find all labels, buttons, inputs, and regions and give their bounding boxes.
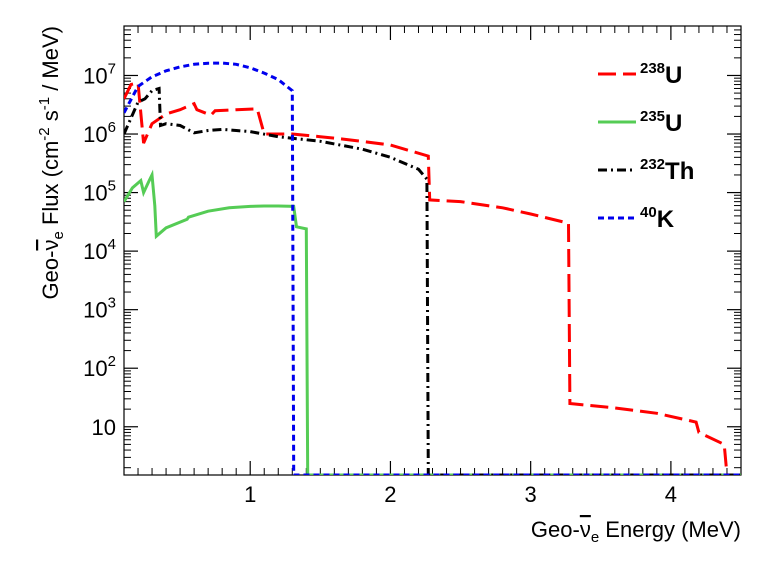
y-tick-label: 104 <box>83 236 116 264</box>
x-minor-ticks <box>123 26 742 475</box>
series-line-th-232 <box>124 86 741 475</box>
y-axis-title-mid: Flux (cm <box>38 141 63 231</box>
legend-label-k-40: 40K <box>640 204 675 233</box>
legend: 238U 235U 232Th 40K <box>598 60 694 233</box>
y-axis-title-sup1: -2 <box>36 127 53 140</box>
y-axis-title-prefix: Geo- <box>38 251 63 300</box>
y-axis-ticks: 10 102 103 104 105 106 107 <box>83 25 741 469</box>
y-tick-label: 10 <box>92 415 116 440</box>
x-axis-title-prefix: Geo- <box>531 517 580 542</box>
legend-label-u-238: 238U <box>640 60 682 89</box>
series-line-u-238 <box>124 80 729 475</box>
y-axis-title-mid2: s <box>38 110 63 127</box>
y-tick-label: 106 <box>83 119 116 147</box>
x-axis-ticks: 1 2 3 4 <box>244 26 677 507</box>
x-tick-label: 3 <box>525 482 537 507</box>
y-tick-label: 103 <box>83 295 116 323</box>
legend-label-th-232: 232Th <box>640 156 694 185</box>
series-line-k-40 <box>124 61 741 475</box>
y-tick-label: 102 <box>83 353 116 381</box>
plot-frame <box>123 25 742 476</box>
x-tick-label: 2 <box>384 482 396 507</box>
y-axis-title: Geo-νe Flux (cm-2 s-1 / MeV) <box>36 26 67 299</box>
x-tick-label: 4 <box>665 482 677 507</box>
legend-label-u-235: 235U <box>640 108 682 137</box>
series-line-u-235 <box>124 169 741 475</box>
y-axis-title-nu: ν <box>38 240 63 251</box>
x-axis-title-nu: ν <box>580 517 591 542</box>
y-tick-label: 105 <box>83 178 116 206</box>
x-axis-title-sub: e <box>591 529 599 546</box>
y-tick-label: 107 <box>83 60 116 88</box>
y-axis-title-sub: e <box>50 231 67 239</box>
x-axis-title: Geo-νe Energy (MeV) <box>531 517 741 546</box>
y-axis-title-sup2: -1 <box>36 97 53 110</box>
x-axis-title-suffix: Energy (MeV) <box>599 517 741 542</box>
y-axis-title-suffix: / MeV) <box>38 26 63 97</box>
x-tick-label: 1 <box>244 482 256 507</box>
series-layer <box>124 61 741 475</box>
